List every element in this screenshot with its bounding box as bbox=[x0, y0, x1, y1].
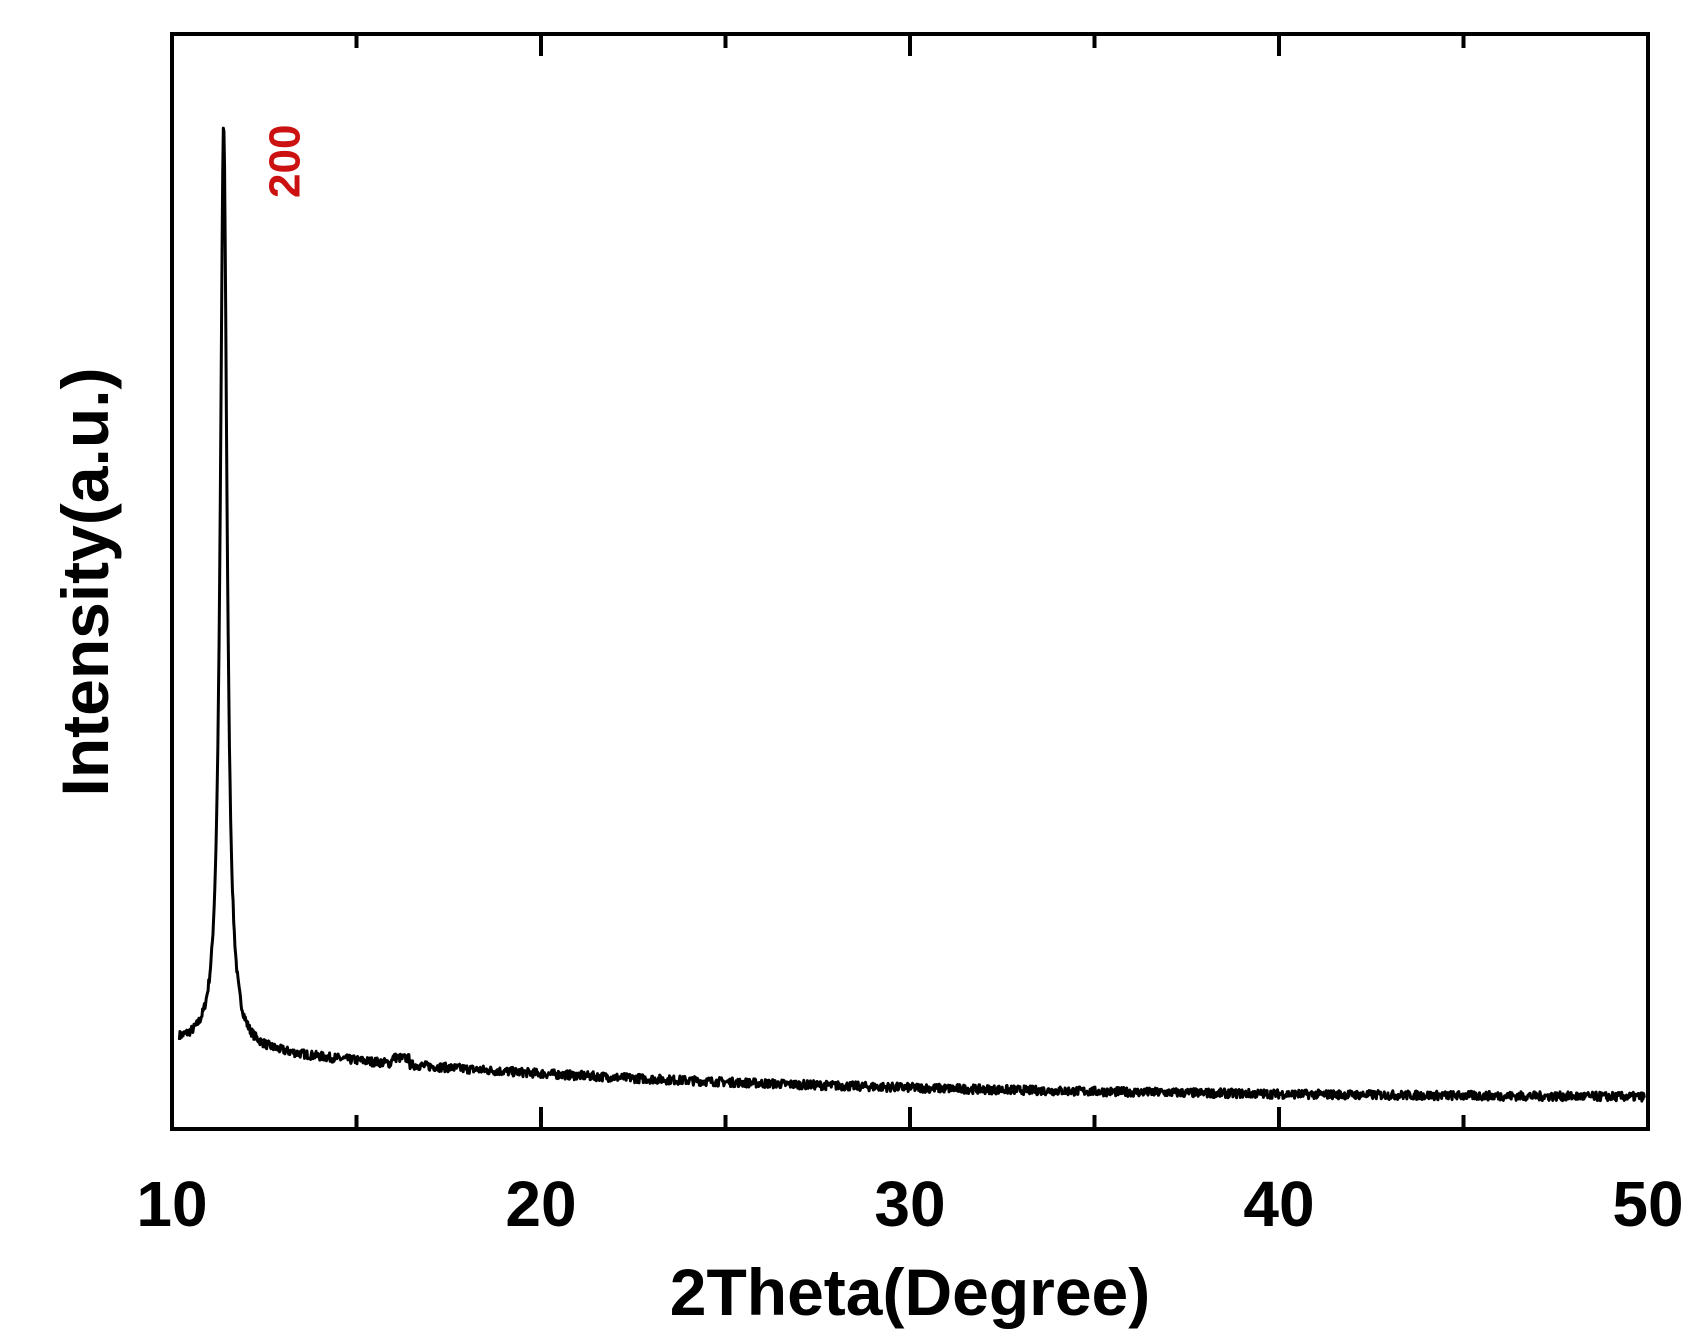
tick-layer bbox=[170, 34, 1650, 1129]
x-tick-labels: 10 20 30 40 50 bbox=[136, 1168, 1683, 1240]
peak-annotation-200: 200 bbox=[261, 125, 310, 198]
x-axis-title: 2Theta(Degree) bbox=[670, 1255, 1150, 1329]
x-tick-label-40: 40 bbox=[1243, 1168, 1314, 1240]
x-tick-label-30: 30 bbox=[874, 1168, 945, 1240]
x-tick-label-50: 50 bbox=[1612, 1168, 1683, 1240]
series-line-xrd bbox=[177, 126, 1646, 1103]
plot-frame bbox=[170, 32, 1650, 1131]
x-tick-label-20: 20 bbox=[505, 1168, 576, 1240]
x-tick-label-10: 10 bbox=[136, 1168, 207, 1240]
y-axis-title: Intensity(a.u.) bbox=[48, 367, 122, 796]
